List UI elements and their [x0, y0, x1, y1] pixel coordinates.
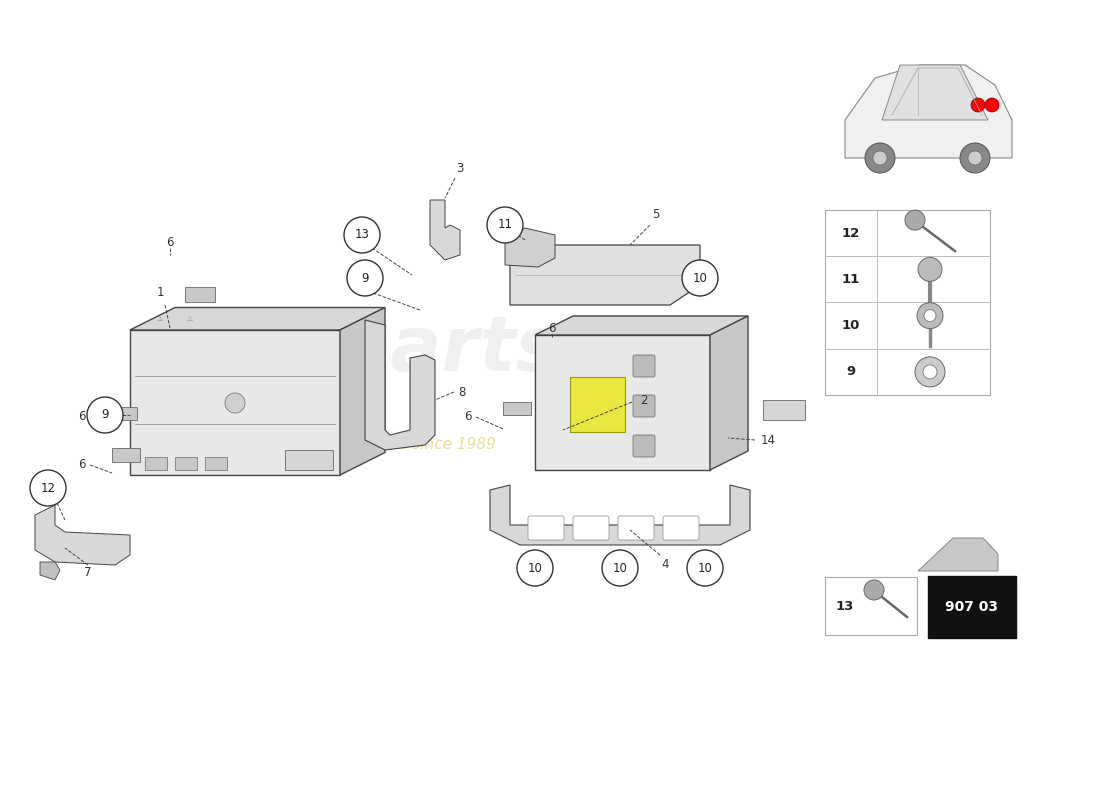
FancyBboxPatch shape: [618, 516, 654, 540]
Polygon shape: [130, 330, 340, 475]
FancyBboxPatch shape: [528, 516, 564, 540]
Text: 6: 6: [166, 235, 174, 249]
Circle shape: [344, 217, 380, 253]
Polygon shape: [490, 485, 750, 545]
Circle shape: [226, 393, 245, 413]
FancyBboxPatch shape: [928, 576, 1016, 638]
Text: 4: 4: [661, 558, 669, 571]
Circle shape: [917, 302, 943, 329]
Text: 6: 6: [78, 458, 86, 471]
Polygon shape: [340, 307, 385, 475]
Text: 11: 11: [842, 273, 860, 286]
Circle shape: [873, 151, 887, 165]
Circle shape: [968, 151, 982, 165]
Text: 2: 2: [640, 394, 648, 406]
Polygon shape: [505, 228, 556, 267]
FancyBboxPatch shape: [632, 435, 654, 457]
FancyBboxPatch shape: [185, 287, 214, 302]
Text: 9: 9: [361, 271, 368, 285]
Circle shape: [864, 580, 884, 600]
Circle shape: [918, 258, 942, 282]
Polygon shape: [918, 538, 998, 571]
Circle shape: [30, 470, 66, 506]
FancyBboxPatch shape: [175, 457, 197, 470]
FancyBboxPatch shape: [145, 457, 167, 470]
Circle shape: [682, 260, 718, 296]
Text: 9: 9: [101, 409, 109, 422]
Text: 11: 11: [497, 218, 513, 231]
Circle shape: [487, 207, 522, 243]
Text: 13: 13: [354, 229, 370, 242]
Text: ⚠: ⚠: [187, 316, 194, 322]
FancyBboxPatch shape: [573, 516, 609, 540]
Circle shape: [924, 310, 936, 322]
Circle shape: [971, 98, 984, 112]
Circle shape: [602, 550, 638, 586]
Polygon shape: [35, 505, 130, 565]
Text: 7: 7: [85, 566, 91, 578]
FancyBboxPatch shape: [663, 516, 698, 540]
Polygon shape: [710, 316, 748, 470]
Polygon shape: [845, 65, 1012, 158]
Text: 8: 8: [459, 386, 465, 398]
FancyBboxPatch shape: [825, 210, 990, 395]
Text: 6: 6: [464, 410, 472, 423]
Circle shape: [960, 143, 990, 173]
Circle shape: [905, 210, 925, 230]
Circle shape: [923, 365, 937, 379]
Text: 14: 14: [760, 434, 775, 446]
Circle shape: [517, 550, 553, 586]
Circle shape: [984, 98, 999, 112]
Polygon shape: [882, 65, 988, 120]
Text: 10: 10: [842, 319, 860, 332]
Text: 12: 12: [41, 482, 55, 494]
Text: ⚠: ⚠: [157, 316, 163, 322]
Text: 907 03: 907 03: [946, 600, 999, 614]
Circle shape: [87, 397, 123, 433]
Text: europarts: europarts: [139, 313, 561, 387]
FancyBboxPatch shape: [825, 577, 917, 635]
Polygon shape: [510, 245, 700, 305]
FancyBboxPatch shape: [205, 457, 227, 470]
Polygon shape: [130, 307, 385, 330]
Text: 5: 5: [652, 207, 660, 221]
Circle shape: [346, 260, 383, 296]
Polygon shape: [40, 562, 60, 580]
Text: 6: 6: [548, 322, 556, 334]
Text: 10: 10: [613, 562, 627, 574]
Text: 9: 9: [846, 366, 856, 378]
Text: a passion for parts since 1989: a passion for parts since 1989: [265, 438, 495, 453]
FancyBboxPatch shape: [285, 450, 333, 470]
Text: 6: 6: [78, 410, 86, 423]
FancyBboxPatch shape: [632, 395, 654, 417]
FancyBboxPatch shape: [503, 402, 531, 415]
FancyBboxPatch shape: [112, 448, 140, 462]
Text: 10: 10: [697, 562, 713, 574]
FancyBboxPatch shape: [632, 355, 654, 377]
Polygon shape: [535, 316, 748, 335]
FancyBboxPatch shape: [570, 377, 625, 432]
Polygon shape: [365, 320, 435, 450]
Text: 10: 10: [693, 271, 707, 285]
Text: 12: 12: [842, 226, 860, 240]
Circle shape: [865, 143, 895, 173]
Circle shape: [915, 357, 945, 387]
Polygon shape: [430, 200, 460, 260]
Text: 13: 13: [836, 599, 855, 613]
Text: 3: 3: [456, 162, 464, 174]
Circle shape: [688, 550, 723, 586]
FancyBboxPatch shape: [763, 400, 805, 420]
Text: 1: 1: [156, 286, 164, 299]
FancyBboxPatch shape: [112, 407, 138, 420]
Text: 10: 10: [528, 562, 542, 574]
Polygon shape: [535, 335, 710, 470]
